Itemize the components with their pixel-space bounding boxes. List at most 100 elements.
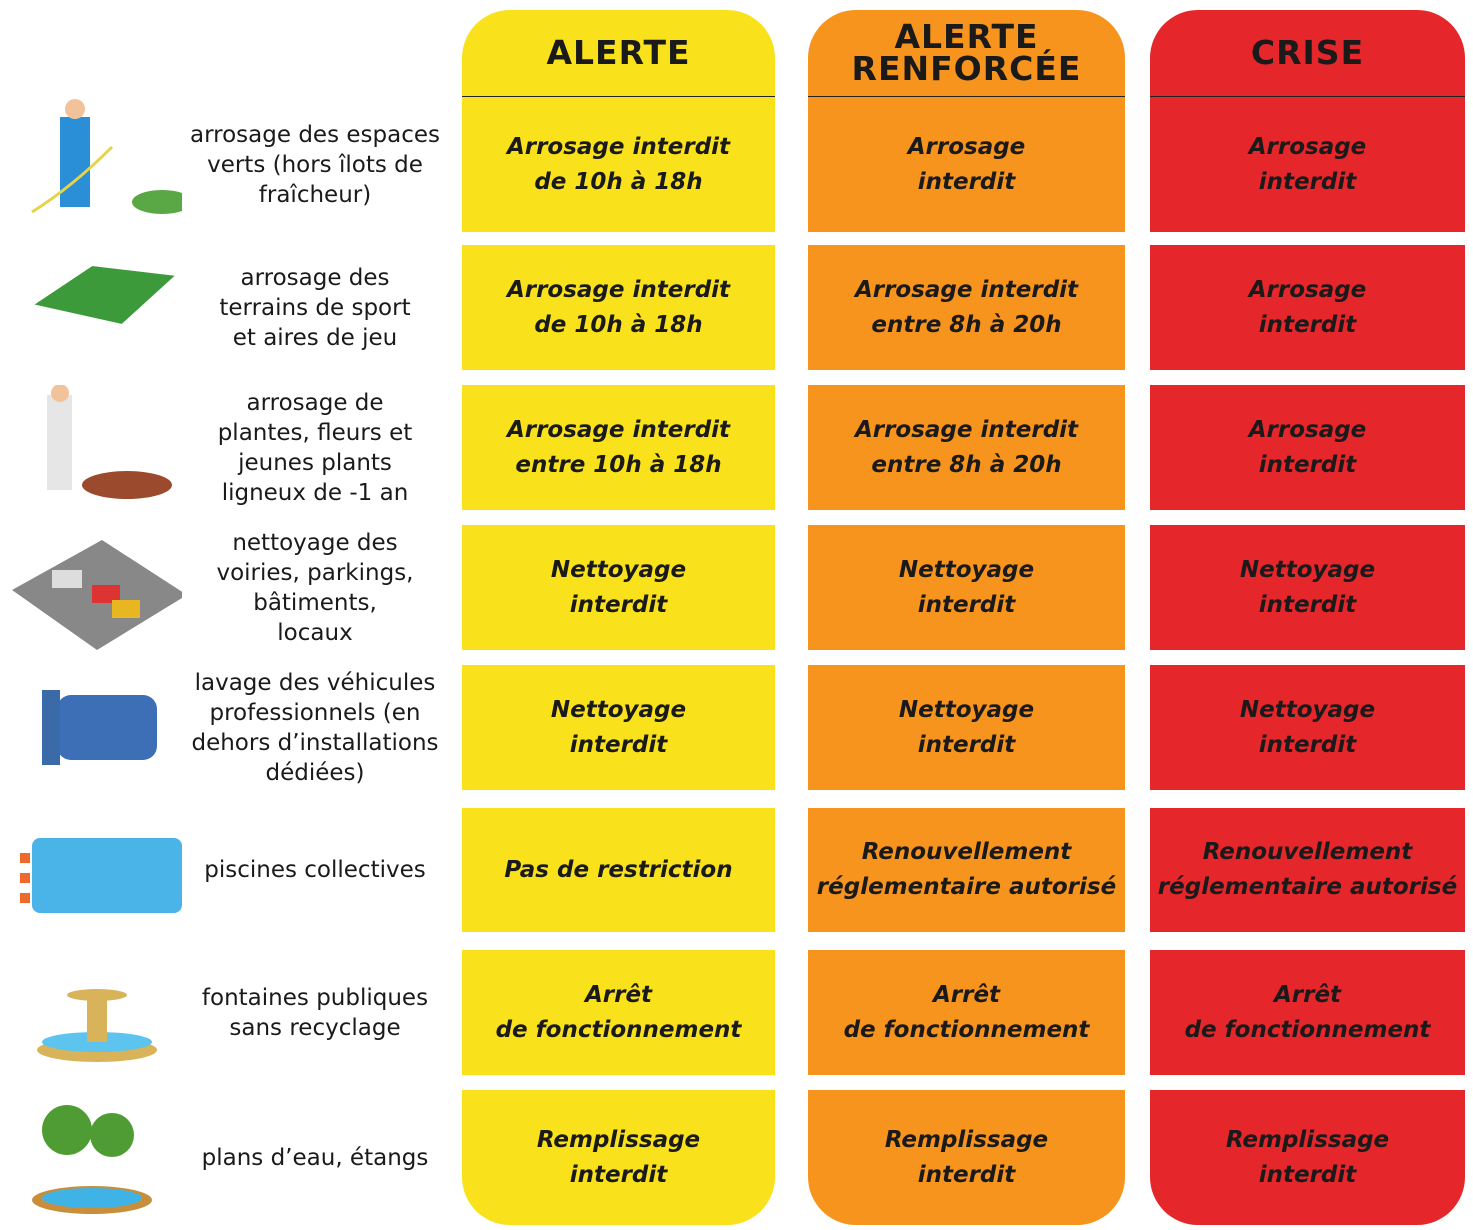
text-line: Arrosage interdit [854, 276, 1079, 303]
text-line: Arrosage interdit [854, 416, 1079, 443]
text-line: Nettoyage [898, 696, 1035, 723]
icon [29, 263, 180, 327]
row-label: plans d’eau, étangs [170, 1090, 460, 1225]
text-line: plans d’eau, étangs [201, 1144, 429, 1171]
text-line: de 10h à 18h [534, 311, 703, 338]
text-line: de fonctionnement [1184, 1016, 1431, 1043]
text-line: Arrosage interdit [506, 133, 731, 160]
text-line: Renouvellement [861, 839, 1072, 865]
text-line: RENFORCÉE [851, 49, 1082, 88]
text-line: entre 8h à 20h [871, 451, 1062, 478]
icon [42, 690, 157, 765]
cell: Nettoyage interdit [462, 525, 775, 650]
text-line: Arrosage [907, 133, 1026, 160]
text-line: réglementaire autorisé [1157, 874, 1458, 900]
text-line: Nettoyage [550, 696, 687, 723]
text-line: Arrêt [584, 981, 653, 1008]
column-header: ALERTE RENFORCÉE [808, 10, 1125, 98]
text-line: voiries, parkings, [216, 559, 414, 586]
text-line: interdit [569, 731, 668, 758]
text-line: Arrêt [932, 981, 1001, 1008]
column-header: ALERTE [462, 10, 775, 98]
text-line: entre 10h à 18h [515, 451, 722, 478]
cell: Remplissage interdit [808, 1090, 1125, 1225]
cell: Arrêt de fonctionnement [462, 950, 775, 1075]
text-line: dehors d’installations [191, 729, 439, 756]
text-line: Arrêt [1273, 981, 1342, 1008]
icon [37, 989, 157, 1062]
row-label: arrosage des terrains de sport et aires de… [170, 245, 460, 370]
cell: Renouvellement réglementaire autorisé [808, 808, 1125, 932]
text-line: locaux [277, 619, 353, 646]
row-label: fontaines publiques sans recyclage [170, 950, 460, 1075]
text-line: ALERTE [546, 33, 691, 72]
cell: Arrosage interdit [1150, 97, 1465, 232]
cell: Arrosage interdit entre 8h à 20h [808, 245, 1125, 370]
text-line: entre 8h à 20h [871, 311, 1062, 338]
cell: Nettoyage interdit [1150, 665, 1465, 790]
text-line: Nettoyage [1239, 556, 1376, 583]
cell: Nettoyage interdit [1150, 525, 1465, 650]
row-label: nettoyage des voiries, parkings, bâtiments… [170, 525, 460, 650]
text-line: Nettoyage [898, 556, 1035, 583]
cell: Arrêt de fonctionnement [808, 950, 1125, 1075]
cell: Arrosage interdit [1150, 245, 1465, 370]
cell: Pas de restriction [462, 808, 775, 932]
text-line: piscines collectives [204, 857, 426, 883]
text-line: terrains de sport [219, 294, 411, 321]
text-line: bâtiments, [253, 589, 377, 616]
text-line: Remplissage [536, 1126, 701, 1153]
row-label: lavage des véhicules professionnels (en de… [170, 665, 460, 790]
cell: Arrosage interdit de 10h à 18h [462, 97, 775, 232]
text-line: interdit [1258, 1161, 1357, 1188]
text-line: Arrosage interdit [506, 416, 731, 443]
text-line: interdit [1258, 731, 1357, 758]
text-line: Nettoyage [550, 556, 687, 583]
cell: Renouvellement réglementaire autorisé [1150, 808, 1465, 932]
cell: Nettoyage interdit [462, 665, 775, 790]
text-line: et aires de jeu [232, 324, 398, 351]
icon [12, 540, 182, 650]
text-line: fontaines publiques [201, 984, 429, 1011]
cell: Arrosage interdit [808, 97, 1125, 232]
text-line: ALERTE [894, 17, 1039, 56]
cell: Nettoyage interdit [808, 525, 1125, 650]
row-label: arrosage des espaces verts (hors îlots de… [170, 97, 460, 232]
text-line: interdit [1258, 168, 1357, 195]
cell: Remplissage interdit [462, 1090, 775, 1225]
text-line: réglementaire autorisé [816, 874, 1117, 900]
text-line: Nettoyage [1239, 696, 1376, 723]
text-line: professionnels (en [209, 699, 421, 726]
text-line: de fonctionnement [843, 1016, 1090, 1043]
text-line: sans recyclage [229, 1014, 401, 1041]
text-line: interdit [917, 591, 1016, 618]
text-line: interdit [569, 591, 668, 618]
text-line: interdit [1258, 311, 1357, 338]
text-line: lavage des véhicules [194, 669, 436, 696]
cell: Arrosage interdit de 10h à 18h [462, 245, 775, 370]
cell: Arrosage interdit entre 10h à 18h [462, 385, 775, 510]
text-line: fraîcheur) [258, 181, 372, 208]
text-line: interdit [917, 731, 1016, 758]
cell: Remplissage interdit [1150, 1090, 1465, 1225]
icon [20, 838, 182, 913]
text-line: Renouvellement [1202, 839, 1413, 865]
text-line: Arrosage [1248, 276, 1367, 303]
text-line: CRISE [1250, 33, 1365, 72]
text-line: interdit [1258, 451, 1357, 478]
text-line: Remplissage [1225, 1126, 1390, 1153]
text-line: interdit [569, 1161, 668, 1188]
text-line: interdit [917, 1161, 1016, 1188]
cell: Nettoyage interdit [808, 665, 1125, 790]
text-line: de fonctionnement [495, 1016, 742, 1043]
cell: Arrêt de fonctionnement [1150, 950, 1465, 1075]
text-line: Remplissage [884, 1126, 1049, 1153]
cell: Arrosage interdit [1150, 385, 1465, 510]
text-line: Arrosage [1248, 133, 1367, 160]
text-line: dédiées) [265, 759, 365, 786]
text-line: Pas de restriction [504, 856, 733, 883]
icon [32, 1105, 152, 1214]
text-line: interdit [1258, 591, 1357, 618]
text-line: interdit [917, 168, 1016, 195]
